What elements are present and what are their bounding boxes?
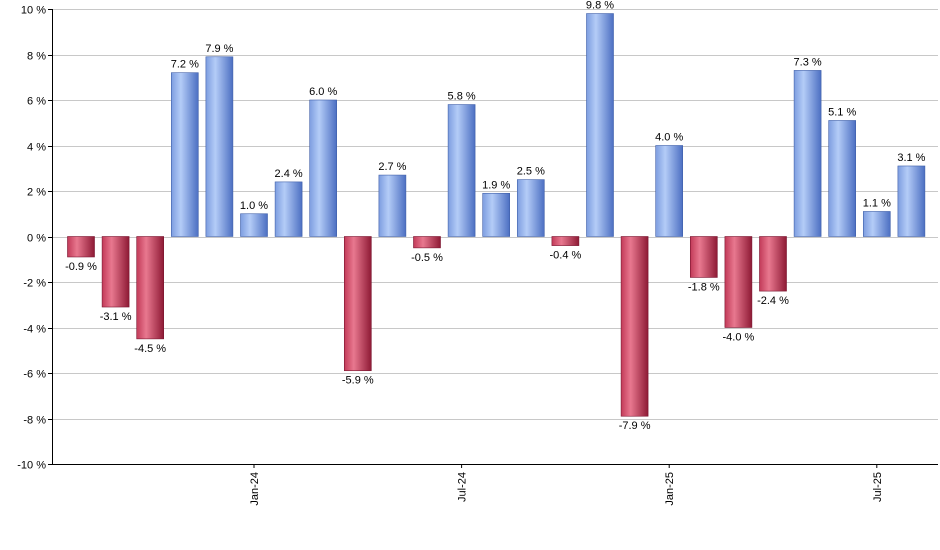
data-label: -1.8 % [688, 281, 720, 293]
y-tick-label: 0 % [27, 233, 46, 245]
y-tick-label: -6 % [23, 369, 46, 381]
x-tick-label: Jan-25 [664, 472, 676, 506]
data-label: 2.5 % [517, 166, 545, 178]
data-label: 1.0 % [240, 200, 268, 212]
data-label: 9.8 % [586, 0, 614, 12]
y-tick-label: 8 % [27, 51, 46, 63]
y-tick-label: -4 % [23, 324, 46, 336]
bar-positive [378, 174, 407, 237]
bar-positive [274, 181, 303, 237]
data-label: 2.4 % [275, 168, 303, 180]
y-tick-label: 2 % [27, 187, 46, 199]
data-label: -4.5 % [134, 343, 166, 355]
x-tick-label: Jul-24 [457, 472, 469, 502]
data-label: 7.3 % [794, 56, 822, 68]
bar-negative [136, 236, 164, 340]
y-tick-label: 4 % [27, 142, 46, 154]
bar-negative [67, 236, 95, 258]
bar-positive [897, 165, 926, 237]
y-tick-label: -8 % [23, 415, 46, 427]
data-label: -3.1 % [100, 311, 132, 323]
bar-positive [205, 56, 234, 237]
data-label: -4.0 % [723, 332, 755, 344]
data-label: -0.9 % [65, 261, 97, 273]
bar-positive [309, 99, 338, 237]
data-label: 5.1 % [828, 106, 856, 118]
data-label: 3.1 % [897, 152, 925, 164]
y-tick-label: -10 % [17, 460, 46, 472]
bar-positive [655, 145, 684, 237]
bar-positive [516, 179, 545, 237]
x-tick-label: Jan-24 [249, 472, 261, 506]
bar-negative [101, 236, 130, 308]
data-label: -0.5 % [411, 252, 443, 264]
bar-negative [759, 236, 787, 292]
data-label: 7.9 % [205, 43, 233, 55]
data-labels: -0.9 % -3.1 % -4.5 % 7.2 % 7.9 % 1.0 % 2.4 % 6.… [65, 0, 926, 432]
bars [67, 13, 926, 417]
data-label: -2.4 % [757, 295, 789, 307]
data-label: 5.8 % [448, 91, 476, 103]
data-label: -5.9 % [342, 375, 374, 387]
data-label: 4.0 % [655, 132, 683, 144]
bar-negative [343, 236, 372, 372]
bar-positive [171, 72, 199, 237]
y-tick-label: 10 % [21, 5, 46, 17]
bar-positive [447, 104, 476, 237]
axes: -10 % -8 % -6 % -4 % -2 % 0 % 2 % 4 % 6 % 8 % 10 %… [17, 5, 938, 506]
data-label: -0.4 % [550, 250, 582, 262]
bar-positive [793, 70, 822, 237]
data-label: 2.7 % [378, 161, 406, 173]
bar-positive [862, 211, 891, 237]
data-label: 1.9 % [482, 179, 510, 191]
bar-negative [620, 236, 649, 417]
bar-positive [482, 192, 511, 237]
bar-positive [586, 13, 614, 237]
data-label: 1.1 % [863, 197, 891, 209]
data-label: 7.2 % [171, 59, 199, 71]
bar-negative [413, 236, 441, 249]
bar-negative [551, 236, 580, 246]
y-tick-label: -2 % [23, 278, 46, 290]
y-tick-label: 6 % [27, 96, 46, 108]
bar-positive [240, 213, 268, 237]
data-label: -7.9 % [619, 420, 651, 432]
data-label: 6.0 % [309, 86, 337, 98]
gridlines [52, 9, 938, 465]
bar-negative [689, 236, 718, 278]
bar-negative [724, 236, 753, 328]
x-tick-label: Jul-25 [872, 472, 884, 502]
bar-positive [828, 120, 857, 237]
